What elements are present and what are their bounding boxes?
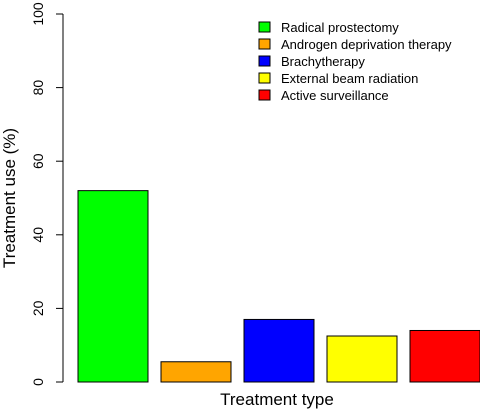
legend-swatch (258, 89, 271, 101)
y-tick-label: 100 (30, 2, 46, 26)
legend-label: External beam radiation (281, 71, 418, 86)
bars (77, 190, 480, 383)
legend: Radical prostectomy Androgen deprivation … (258, 20, 452, 103)
bar-4 (326, 335, 398, 383)
legend-label: Androgen deprivation therapy (281, 37, 452, 52)
bar-1 (77, 190, 149, 383)
y-tick-label: 20 (30, 300, 46, 316)
bar-2 (160, 361, 232, 383)
legend-swatch (258, 21, 271, 33)
bar-5 (409, 329, 480, 383)
legend-label: Active surveillance (281, 88, 389, 103)
y-axis-title: Treatment use (%) (0, 128, 19, 268)
legend-swatch (258, 55, 271, 67)
x-axis-title: Treatment type (220, 390, 334, 409)
y-tick-label: 0 (30, 378, 46, 386)
y-tick-label: 60 (30, 153, 46, 169)
legend-swatch (258, 38, 271, 50)
legend-label: Brachytherapy (281, 54, 365, 69)
legend-label: Radical prostectomy (281, 20, 399, 35)
y-tick-label: 80 (30, 80, 46, 96)
bar-3 (243, 318, 315, 383)
legend-swatch (258, 72, 271, 84)
y-axis: 0 20 40 60 80 100 (30, 2, 64, 386)
y-tick-label: 40 (30, 227, 46, 243)
